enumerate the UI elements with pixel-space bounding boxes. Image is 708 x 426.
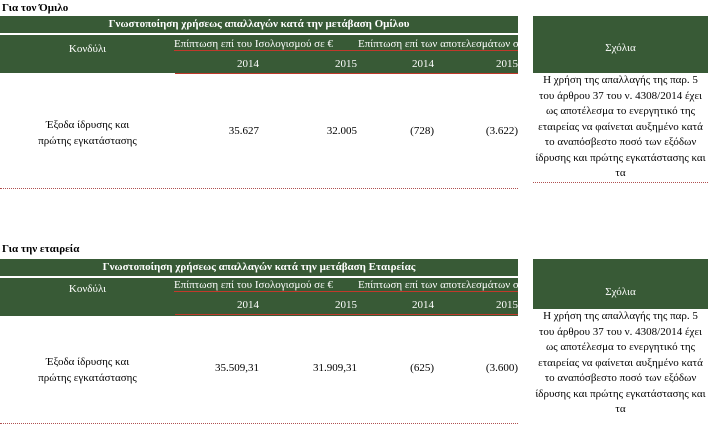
table-title: Γνωστοποίηση χρήσεως απαλλαγών κατά την … — [0, 16, 518, 34]
section-label: Για τον Όμιλο — [2, 2, 69, 14]
comments-column: Σχόλια Η χρήση της απαλλαγής της παρ. 5 … — [533, 259, 708, 418]
row-value: 35.509,31 — [215, 362, 259, 374]
table-title: Γνωστοποίηση χρήσεως απαλλαγών κατά την … — [0, 259, 518, 277]
year-header: 2015 — [259, 297, 357, 315]
column-header-pl-impact: Επίπτωση επί των αποτελεσμάτων σε — [358, 38, 518, 51]
comments-text: Η χρήση της απαλλαγής της παρ. 5 του άρθ… — [535, 310, 706, 415]
row-item-name: Έξοδα ίδρυσης και πρώτης εγκατάστασης — [38, 119, 137, 147]
column-header-balance-impact: Επίπτωση επί του Ισολογισμού σε € — [174, 279, 358, 292]
column-header-item: Κονδύλι — [68, 283, 107, 295]
comments-text: Η χρήση της απαλλαγής της παρ. 5 του άρθ… — [533, 73, 708, 183]
company-disclosure-table: Γνωστοποίηση χρήσεως απαλλαγών κατά την … — [0, 259, 518, 316]
group-disclosure-table: Γνωστοποίηση χρήσεως απαλλαγών κατά την … — [0, 16, 518, 74]
row-separator — [0, 188, 518, 189]
row-value: (3.600) — [485, 362, 518, 374]
year-header: 2015 — [434, 297, 518, 315]
year-header: 2014 — [175, 297, 259, 315]
comments-header: Σχόλια — [533, 259, 708, 309]
column-header-pl-impact: Επίπτωση επί των αποτελεσμάτων σε — [358, 279, 518, 292]
row-value: (728) — [410, 125, 434, 137]
row-value: (625) — [410, 362, 434, 374]
year-header: 2015 — [434, 56, 518, 74]
section-label: Για την εταιρεία — [2, 243, 80, 255]
year-row: 2014 2015 2014 2015 — [175, 56, 518, 74]
column-header-item: Κονδύλι — [68, 43, 107, 55]
row-item-name: Έξοδα ίδρυσης και πρώτης εγκατάστασης — [38, 356, 137, 384]
comments-column: Σχόλια Η χρήση της απαλλαγής της παρ. 5 … — [533, 16, 708, 183]
table-header: Κονδύλι Επίπτωση επί του Ισολογισμού σε … — [0, 277, 518, 316]
row-value: 32.005 — [326, 125, 357, 137]
year-header: 2014 — [357, 56, 434, 74]
row-separator — [0, 423, 518, 424]
year-row: 2014 2015 2014 2015 — [175, 297, 518, 315]
year-header: 2014 — [175, 56, 259, 74]
table-header: Κονδύλι Επίπτωση επί του Ισολογισμού σε … — [0, 34, 518, 74]
column-header-balance-impact: Επίπτωση επί του Ισολογισμού σε € — [174, 38, 358, 51]
year-header: 2015 — [259, 56, 357, 74]
comments-header: Σχόλια — [533, 16, 708, 73]
row-value: 31.909,31 — [313, 362, 357, 374]
row-value: 35.627 — [228, 125, 259, 137]
year-header: 2014 — [357, 297, 434, 315]
row-value: (3.622) — [485, 125, 518, 137]
